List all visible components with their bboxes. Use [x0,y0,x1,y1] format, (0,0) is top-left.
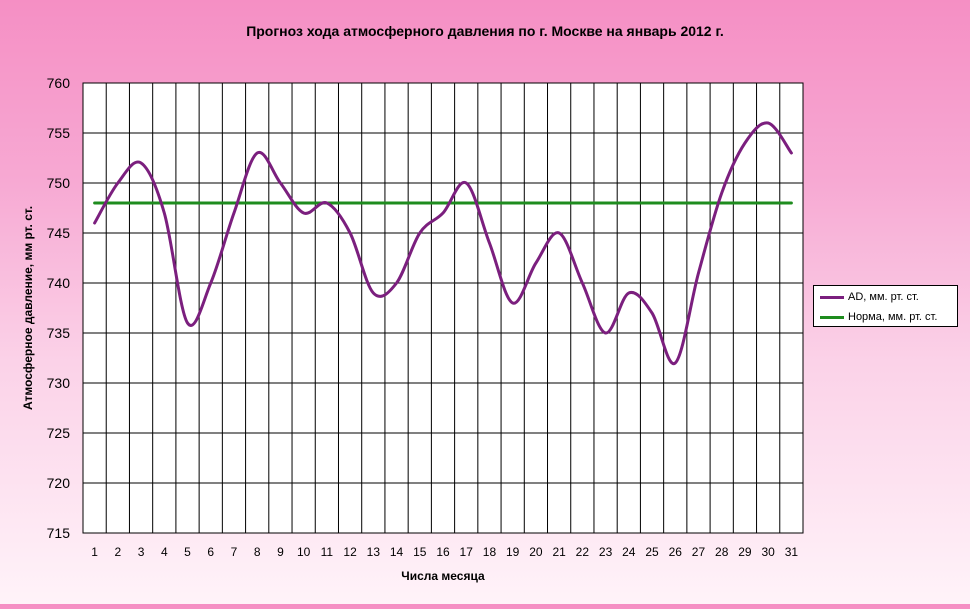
x-tick-label: 3 [138,545,145,559]
y-axis-label: Атмосферное давление, мм рт. ст. [21,206,35,410]
x-tick-label: 6 [207,545,214,559]
x-tick-label: 2 [114,545,121,559]
y-tick-label: 730 [47,375,71,391]
x-tick-label: 10 [297,545,311,559]
x-tick-label: 11 [321,545,334,559]
x-tick-label: 22 [576,545,590,559]
y-tick-label: 715 [47,525,71,541]
x-tick-label: 5 [184,545,191,559]
y-tick-label: 740 [47,275,71,291]
x-tick-label: 25 [645,545,659,559]
legend-swatch-norm [820,315,844,319]
legend-label-ad: AD, мм. рт. ст. [848,291,919,303]
x-tick-label: 24 [622,545,636,559]
x-tick-label: 29 [738,545,752,559]
y-tick-label: 725 [47,425,71,441]
x-tick-label: 30 [761,545,775,559]
x-tick-label: 31 [785,545,799,559]
series-lines [93,121,793,365]
legend-label-norm: Норма, мм. рт. ст. [848,311,938,323]
x-tick-label: 13 [367,545,381,559]
x-tick-labels: 1 2 3 4 5 6 7 8 9 10 11 12 13 14 15 16 17 18 19 20 21 22 23 24 2… [91,545,798,559]
y-tick-label: 720 [47,475,71,491]
y-tick-label: 755 [47,125,71,141]
x-tick-label: 20 [529,545,543,559]
x-tick-label: 15 [413,545,427,559]
x-tick-label: 9 [277,545,284,559]
legend: AD, мм. рт. ст. Норма, мм. рт. ст. [813,285,958,327]
x-tick-label: 17 [460,545,474,559]
legend-item-norm: Норма, мм. рт. ст. [820,310,937,324]
legend-swatch-ad [820,295,844,299]
x-tick-label: 8 [254,545,261,559]
y-tick-label: 735 [47,325,71,341]
x-tick-label: 26 [669,545,683,559]
x-tick-label: 23 [599,545,613,559]
x-tick-label: 28 [715,545,729,559]
x-tick-label: 16 [436,545,450,559]
series-line-ad [93,121,793,365]
x-tick-label: 12 [343,545,357,559]
x-tick-label: 4 [161,545,168,559]
x-tick-label: 7 [231,545,238,559]
y-tick-label: 745 [47,225,71,241]
x-tick-label: 1 [91,545,98,559]
y-tick-label: 750 [47,175,71,191]
x-axis-label: Числа месяца [401,569,485,583]
grid-lines [83,83,803,533]
x-tick-label: 21 [552,545,566,559]
y-tick-labels: 715 720 725 730 735 740 745 750 755 760 [47,75,71,541]
x-tick-label: 14 [390,545,404,559]
plot-area [82,82,804,534]
chart-title: Прогноз хода атмосферного давления по г.… [246,23,724,39]
x-tick-label: 18 [483,545,497,559]
y-tick-label: 760 [47,75,71,91]
x-tick-label: 27 [692,545,706,559]
x-tick-label: 19 [506,545,520,559]
legend-item-ad: AD, мм. рт. ст. [820,290,919,304]
